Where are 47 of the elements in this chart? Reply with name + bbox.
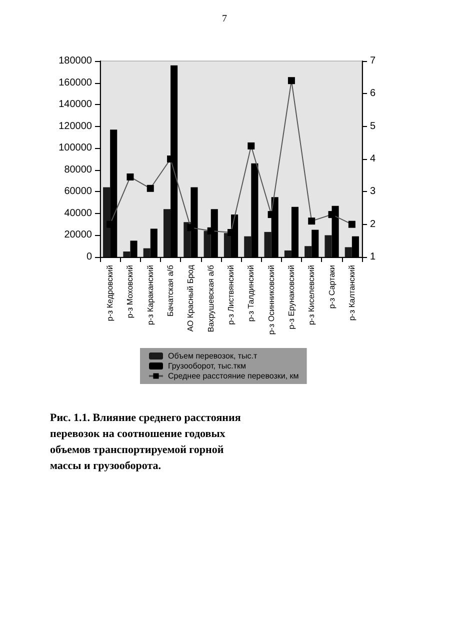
x-tick-label: Бачатская а/б <box>166 264 176 316</box>
x-tick-label: р-з Ерунаковский <box>286 265 296 330</box>
y-tick-label: 80000 <box>64 164 92 176</box>
legend-label: Грузооборот, тыс.ткм <box>168 362 246 370</box>
y2-tick-label: 2 <box>370 218 376 230</box>
bar <box>224 233 231 257</box>
text: Рис. 1.1. Влияние среднего расстояния перевозок на соотношение годовых объемов транспортируемой горной массы и грузооборота. <box>50 412 244 472</box>
y2-tick-label: 6 <box>370 88 376 100</box>
x-tick-label: р-з Кедровский <box>106 265 115 322</box>
y-tick-label: 160000 <box>58 77 92 88</box>
x-tick-label: р-з Караканский <box>146 265 155 325</box>
x-tick-label: Вахрушевская а/б <box>206 264 216 332</box>
y-tick-label: 100000 <box>58 142 92 154</box>
y-tick-label: 180000 <box>58 56 92 66</box>
bar <box>324 235 332 257</box>
bar <box>143 248 150 257</box>
y-tick-label: 20000 <box>64 230 92 241</box>
bar <box>264 232 272 257</box>
x-tick-label: р-з Листвянский <box>226 265 236 325</box>
y2-tick-label: 4 <box>370 154 376 164</box>
y-tick-label: 120000 <box>58 120 92 132</box>
y2-tick-label: 1 <box>370 252 376 262</box>
bar <box>244 236 252 257</box>
x-tick-label: р-з Талдинский <box>246 265 256 322</box>
bar <box>163 209 171 257</box>
x-tick-label: АО Красный Брод <box>186 264 196 332</box>
y-tick-label: 140000 <box>58 99 92 110</box>
bar <box>284 250 292 257</box>
bar <box>103 187 110 257</box>
bar <box>123 252 130 257</box>
x-tick-label: р-з Киселевский <box>307 265 316 326</box>
bar <box>344 247 352 257</box>
bar <box>304 246 312 257</box>
y-tick-label: 0 <box>86 252 92 262</box>
y2-tick-label: 3 <box>370 186 376 198</box>
legend-label: Среднее расстояние перевозки, км <box>168 372 299 380</box>
x-tick-label: р-з Моховский <box>126 265 135 318</box>
y2-tick-label: 5 <box>370 120 376 132</box>
y2-tick-label: 7 <box>370 56 376 66</box>
bar <box>204 230 211 257</box>
y-tick-label: 60000 <box>64 186 92 198</box>
x-tick-label: р-з Осинниковский <box>266 265 276 335</box>
x-tick-label: р-з Сартаки <box>327 265 336 309</box>
y-tick-label: 40000 <box>64 208 92 219</box>
legend-label: Объем перевозок, тыс.т <box>168 352 258 360</box>
x-tick-label: р-з Калтанский <box>347 265 356 321</box>
text: 7 <box>222 14 227 24</box>
